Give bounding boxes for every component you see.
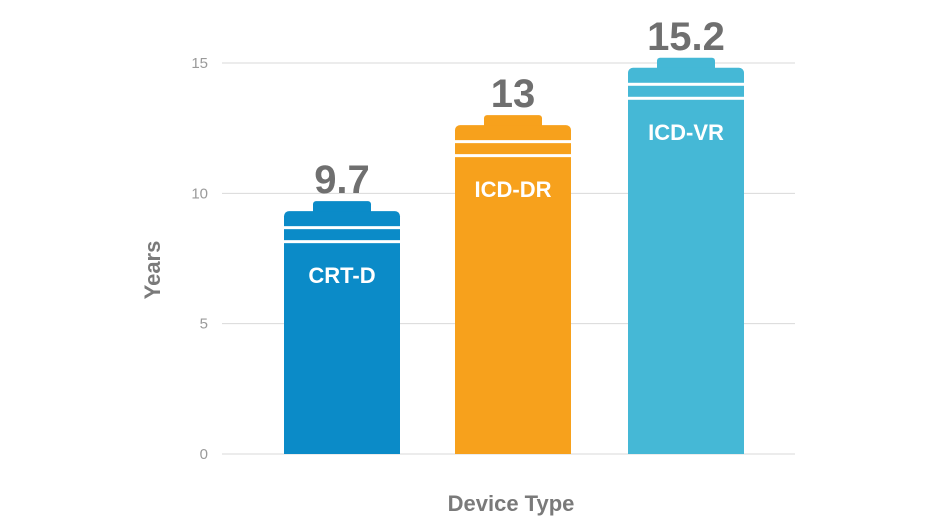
- value-labels: 9.7 13 15.2: [314, 15, 725, 202]
- value-label: 15.2: [647, 15, 725, 59]
- bar-body: [628, 67, 744, 454]
- y-axis-title: Years: [140, 241, 165, 300]
- y-tick-label: 10: [191, 185, 208, 202]
- bar-base: [628, 444, 744, 454]
- x-axis-title: Device Type: [448, 491, 575, 516]
- bar-base: [284, 444, 400, 454]
- battery-stripe: [284, 240, 400, 244]
- bar-base: [455, 444, 571, 454]
- battery-stripe: [628, 96, 744, 100]
- y-tick-labels: 0 5 10 15: [191, 55, 208, 463]
- category-label: CRT-D: [308, 263, 375, 288]
- bar-icd-vr: ICD-VR: [628, 57, 744, 454]
- battery-stripe: [284, 226, 400, 230]
- bar-body: [455, 125, 571, 454]
- category-label: ICD-DR: [475, 177, 552, 202]
- battery-stripe: [455, 140, 571, 144]
- y-tick-label: 5: [200, 316, 208, 333]
- bar-body: [284, 211, 400, 454]
- bar-crt-d: CRT-D: [284, 201, 400, 454]
- battery-stripe: [628, 82, 744, 86]
- category-label: ICD-VR: [648, 120, 724, 145]
- value-label: 9.7: [314, 158, 370, 202]
- battery-stripe: [455, 154, 571, 158]
- value-label: 13: [491, 72, 536, 116]
- bars: CRT-D ICD-DR ICD-VR: [284, 57, 744, 454]
- y-tick-label: 0: [200, 446, 208, 463]
- y-tick-label: 15: [191, 55, 208, 72]
- bar-icd-dr: ICD-DR: [455, 115, 571, 454]
